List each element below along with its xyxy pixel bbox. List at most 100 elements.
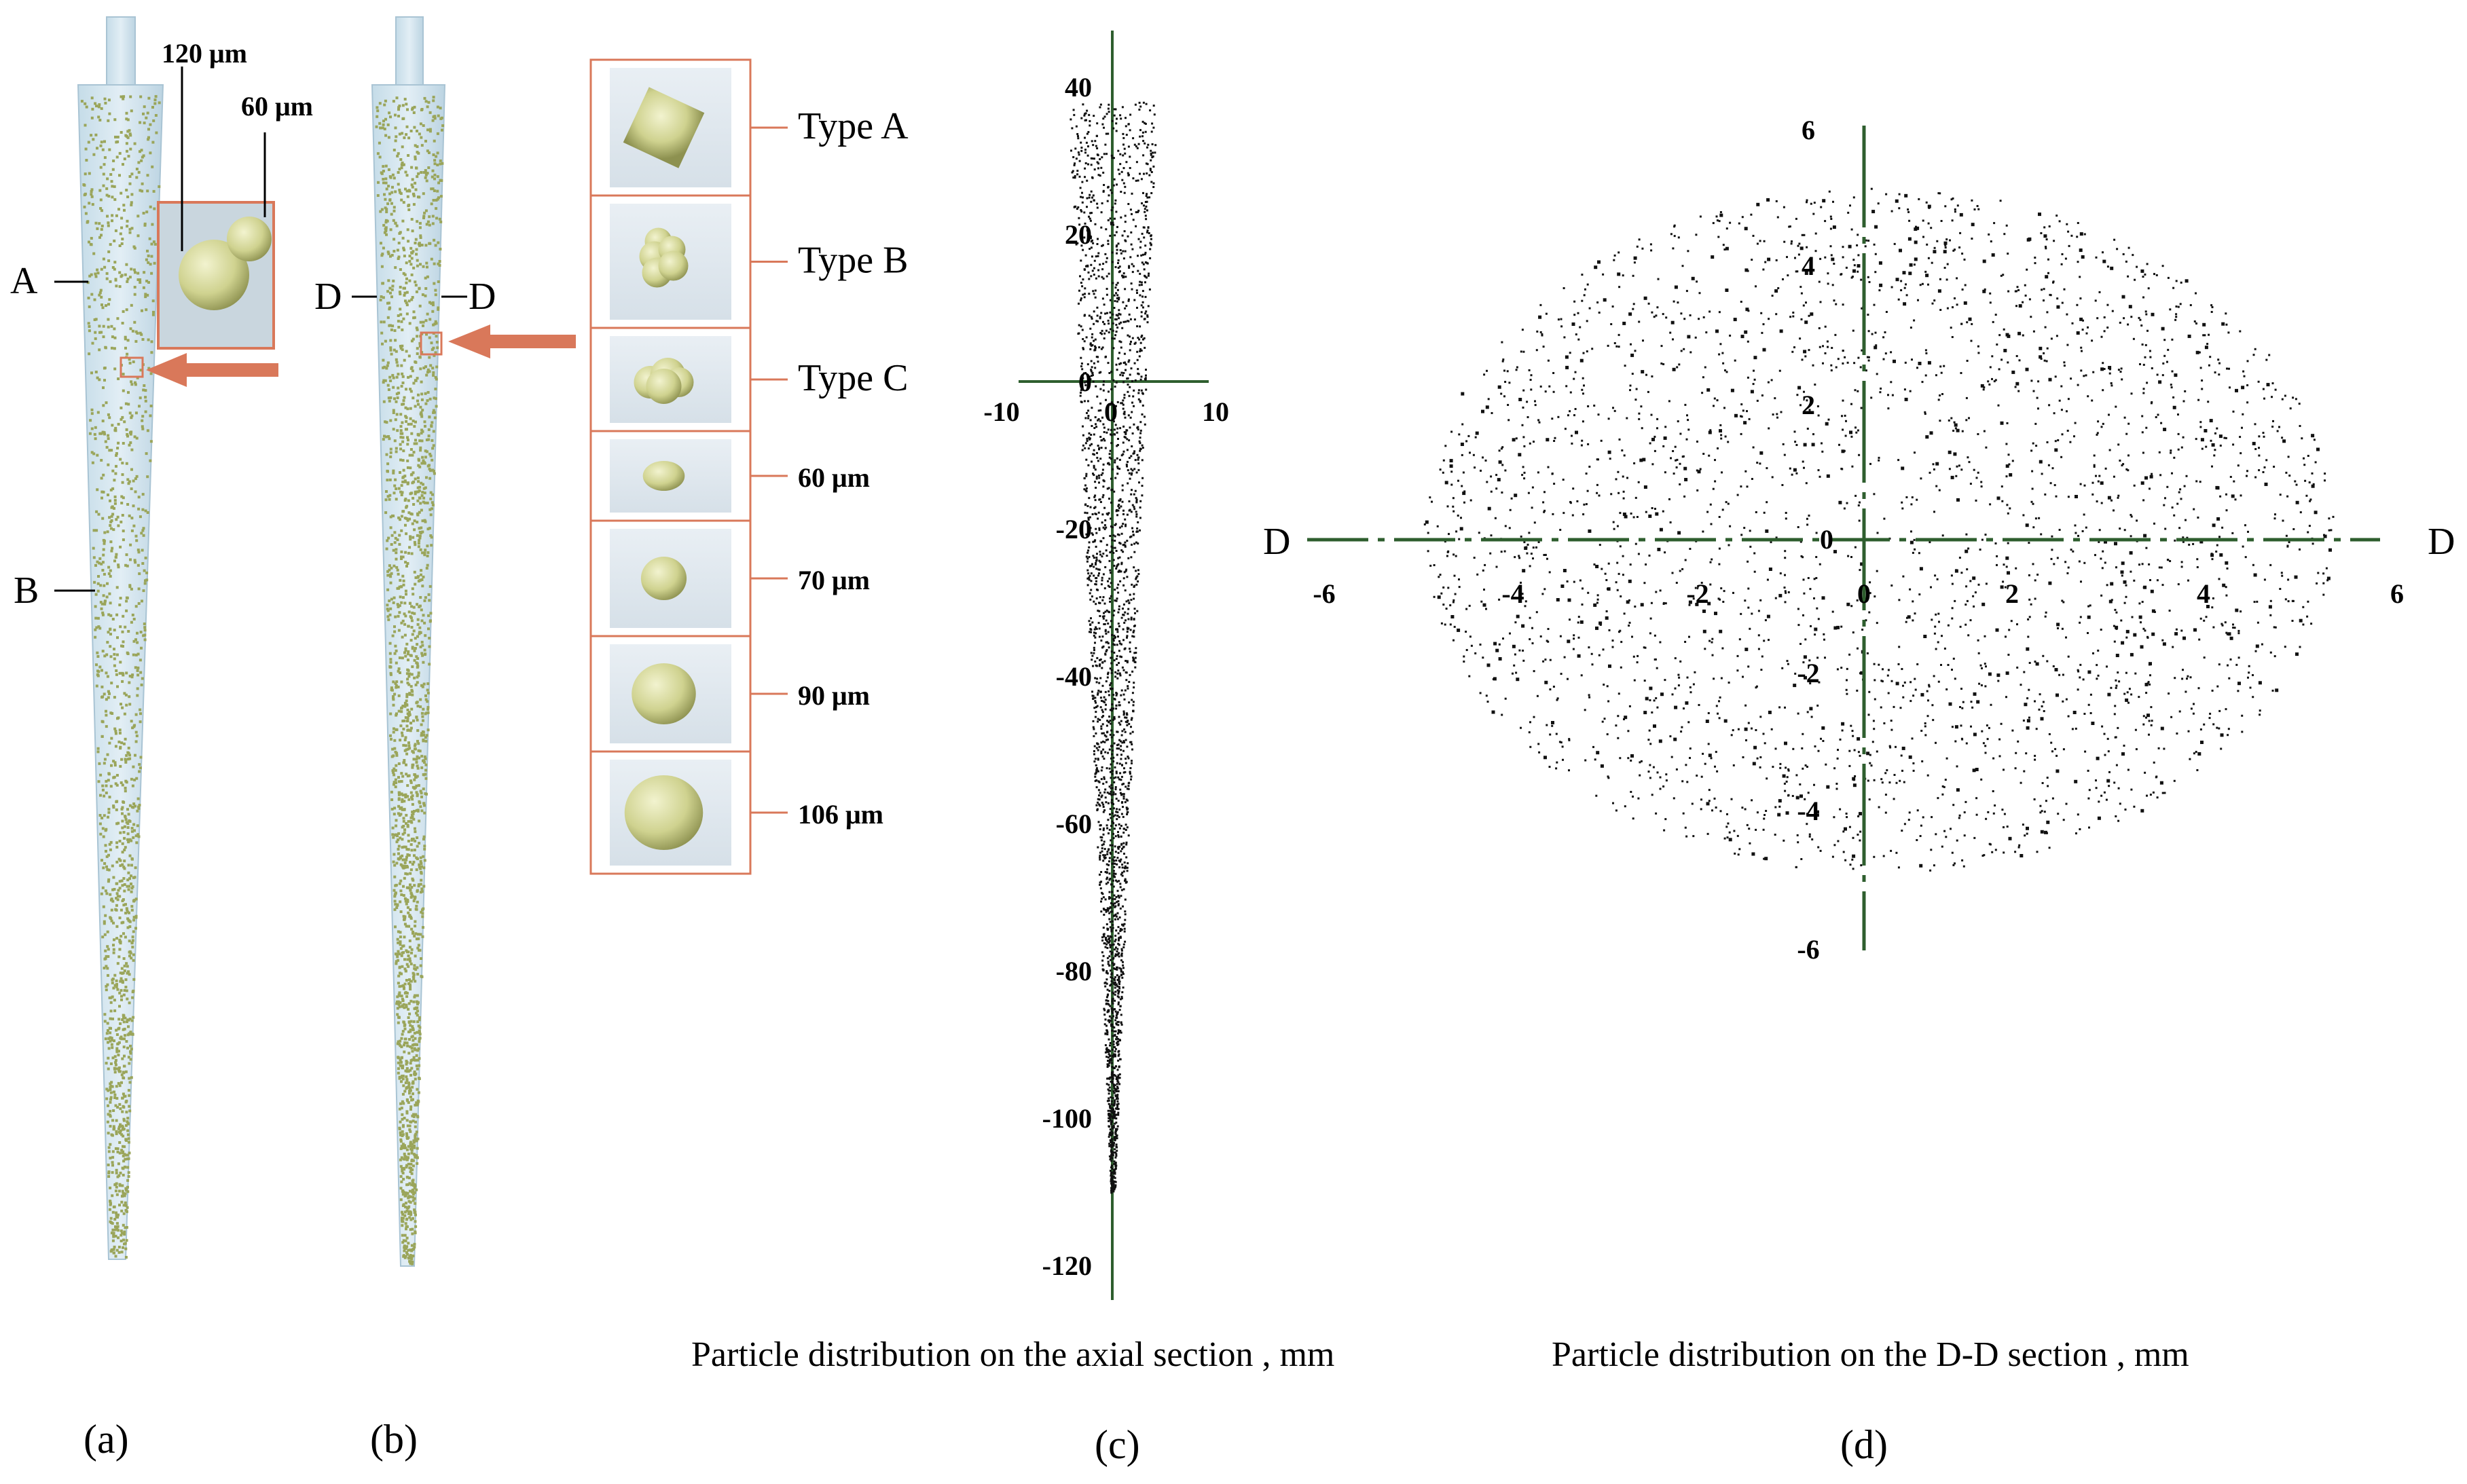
- particle-dot-b: [431, 367, 435, 370]
- particle-dot-a: [107, 696, 110, 699]
- particle-dot-a: [115, 669, 118, 672]
- particle-dot-b: [397, 629, 401, 632]
- particle-dot-b: [414, 1202, 417, 1205]
- particle-dot-b: [388, 564, 391, 568]
- axial-dot: [1120, 967, 1122, 970]
- axial-dot: [1097, 174, 1100, 177]
- particle-dot-a: [90, 96, 94, 100]
- particle-dot-b: [414, 238, 418, 241]
- particle-dot-b: [414, 744, 416, 747]
- particle-dot-b: [401, 1170, 404, 1173]
- particle-dot-b: [393, 541, 397, 544]
- axial-dot: [1121, 864, 1124, 866]
- particle-dot-b: [412, 1188, 415, 1191]
- particle-dot-b: [420, 569, 423, 572]
- particle-dot-b: [419, 320, 422, 324]
- particle-dot-a: [120, 226, 124, 229]
- particle-dot-b: [418, 485, 422, 489]
- particle-dot-b: [389, 115, 392, 119]
- axial-dot: [1103, 337, 1105, 339]
- particle-dot-a: [107, 1170, 111, 1174]
- axial-dot: [1112, 1176, 1114, 1179]
- particle-dot-b: [394, 884, 397, 887]
- particle-dot-b: [424, 287, 428, 290]
- particle-dot-b: [412, 420, 415, 423]
- axial-dot: [1118, 896, 1120, 899]
- particle-dot-b: [391, 514, 394, 517]
- particle-dot-b: [402, 761, 405, 764]
- particle-dot-b: [420, 439, 424, 443]
- particle-dot-b: [406, 519, 409, 522]
- particle-dot-a: [122, 1145, 124, 1148]
- axial-dot: [1132, 704, 1135, 707]
- axial-dot: [1139, 506, 1141, 509]
- particle-dot-b: [412, 1119, 415, 1123]
- axial-dot: [1142, 101, 1145, 104]
- particle-dot-a: [102, 538, 105, 542]
- particle-dot-b: [386, 608, 389, 611]
- particle-dot-b: [397, 572, 400, 576]
- particle-dot-a: [130, 957, 133, 960]
- particle-dot-b: [417, 784, 420, 787]
- particle-dot-b: [414, 477, 417, 481]
- axial-dot: [1137, 569, 1139, 572]
- particle-dot-a: [115, 141, 118, 144]
- particle-dot-a: [119, 458, 122, 461]
- particle-dot-a: [127, 1137, 130, 1140]
- particle-dot-b: [412, 310, 416, 314]
- particle-dot-b: [405, 902, 408, 906]
- particle-dot-a: [121, 415, 124, 419]
- particle-dot-b: [400, 166, 403, 170]
- particle-dot-b: [397, 838, 400, 842]
- axial-dot: [1093, 631, 1095, 634]
- axial-dot: [1106, 868, 1109, 871]
- axial-dot: [1118, 363, 1121, 365]
- particle-dot-b: [404, 1081, 407, 1084]
- axial-dot: [1122, 275, 1125, 278]
- particle-dot-b: [414, 683, 418, 686]
- particle-dot-b: [416, 701, 419, 704]
- particle-dot-b: [412, 536, 415, 539]
- particle-dot-a: [118, 604, 122, 607]
- particle-dot-b: [392, 386, 395, 389]
- particle-dot-b: [382, 366, 385, 369]
- particle-dot-b: [431, 439, 434, 442]
- particle-dot-b: [412, 451, 416, 454]
- particle-dot-a: [106, 1120, 109, 1124]
- axial-dot: [1093, 707, 1096, 709]
- particle-dot-b: [429, 534, 433, 537]
- particle-dot-b: [383, 231, 386, 234]
- particle-dot-b: [392, 491, 396, 495]
- axial-dot: [1086, 132, 1089, 135]
- particle-dot-a: [107, 811, 111, 814]
- axial-dot: [1107, 671, 1110, 674]
- particle-dot-b: [407, 650, 410, 653]
- particle-dot-b: [422, 739, 425, 743]
- particle-dot-a: [107, 1113, 110, 1116]
- particle-dot-a: [130, 720, 133, 723]
- particle-dot-b: [422, 855, 425, 858]
- particle-dot-a: [136, 666, 140, 669]
- particle-dot-a: [99, 773, 103, 777]
- particle-dot-a: [120, 967, 124, 970]
- axial-dot: [1120, 835, 1122, 838]
- particle-dot-b: [403, 982, 407, 986]
- particle-dot-a: [120, 1231, 124, 1235]
- particle-dot-b: [399, 931, 402, 934]
- axial-dot: [1111, 1080, 1114, 1083]
- particle-dot-a: [130, 1047, 133, 1051]
- particle-dot-a: [101, 650, 105, 653]
- particle-dot-a: [93, 318, 96, 321]
- particle-dot-b: [385, 233, 388, 236]
- particle-dot-b: [422, 496, 426, 500]
- axial-dot: [1088, 497, 1091, 500]
- particle-dot-b: [411, 693, 414, 697]
- particle-dot-a: [107, 463, 110, 466]
- particle-dot-b: [392, 411, 395, 414]
- axial-dot: [1131, 288, 1133, 291]
- axial-dot: [1120, 843, 1123, 846]
- axial-dot: [1108, 694, 1110, 697]
- particle-dot-b: [432, 373, 435, 377]
- particle-dot-b: [407, 741, 410, 745]
- axial-dot: [1108, 828, 1111, 831]
